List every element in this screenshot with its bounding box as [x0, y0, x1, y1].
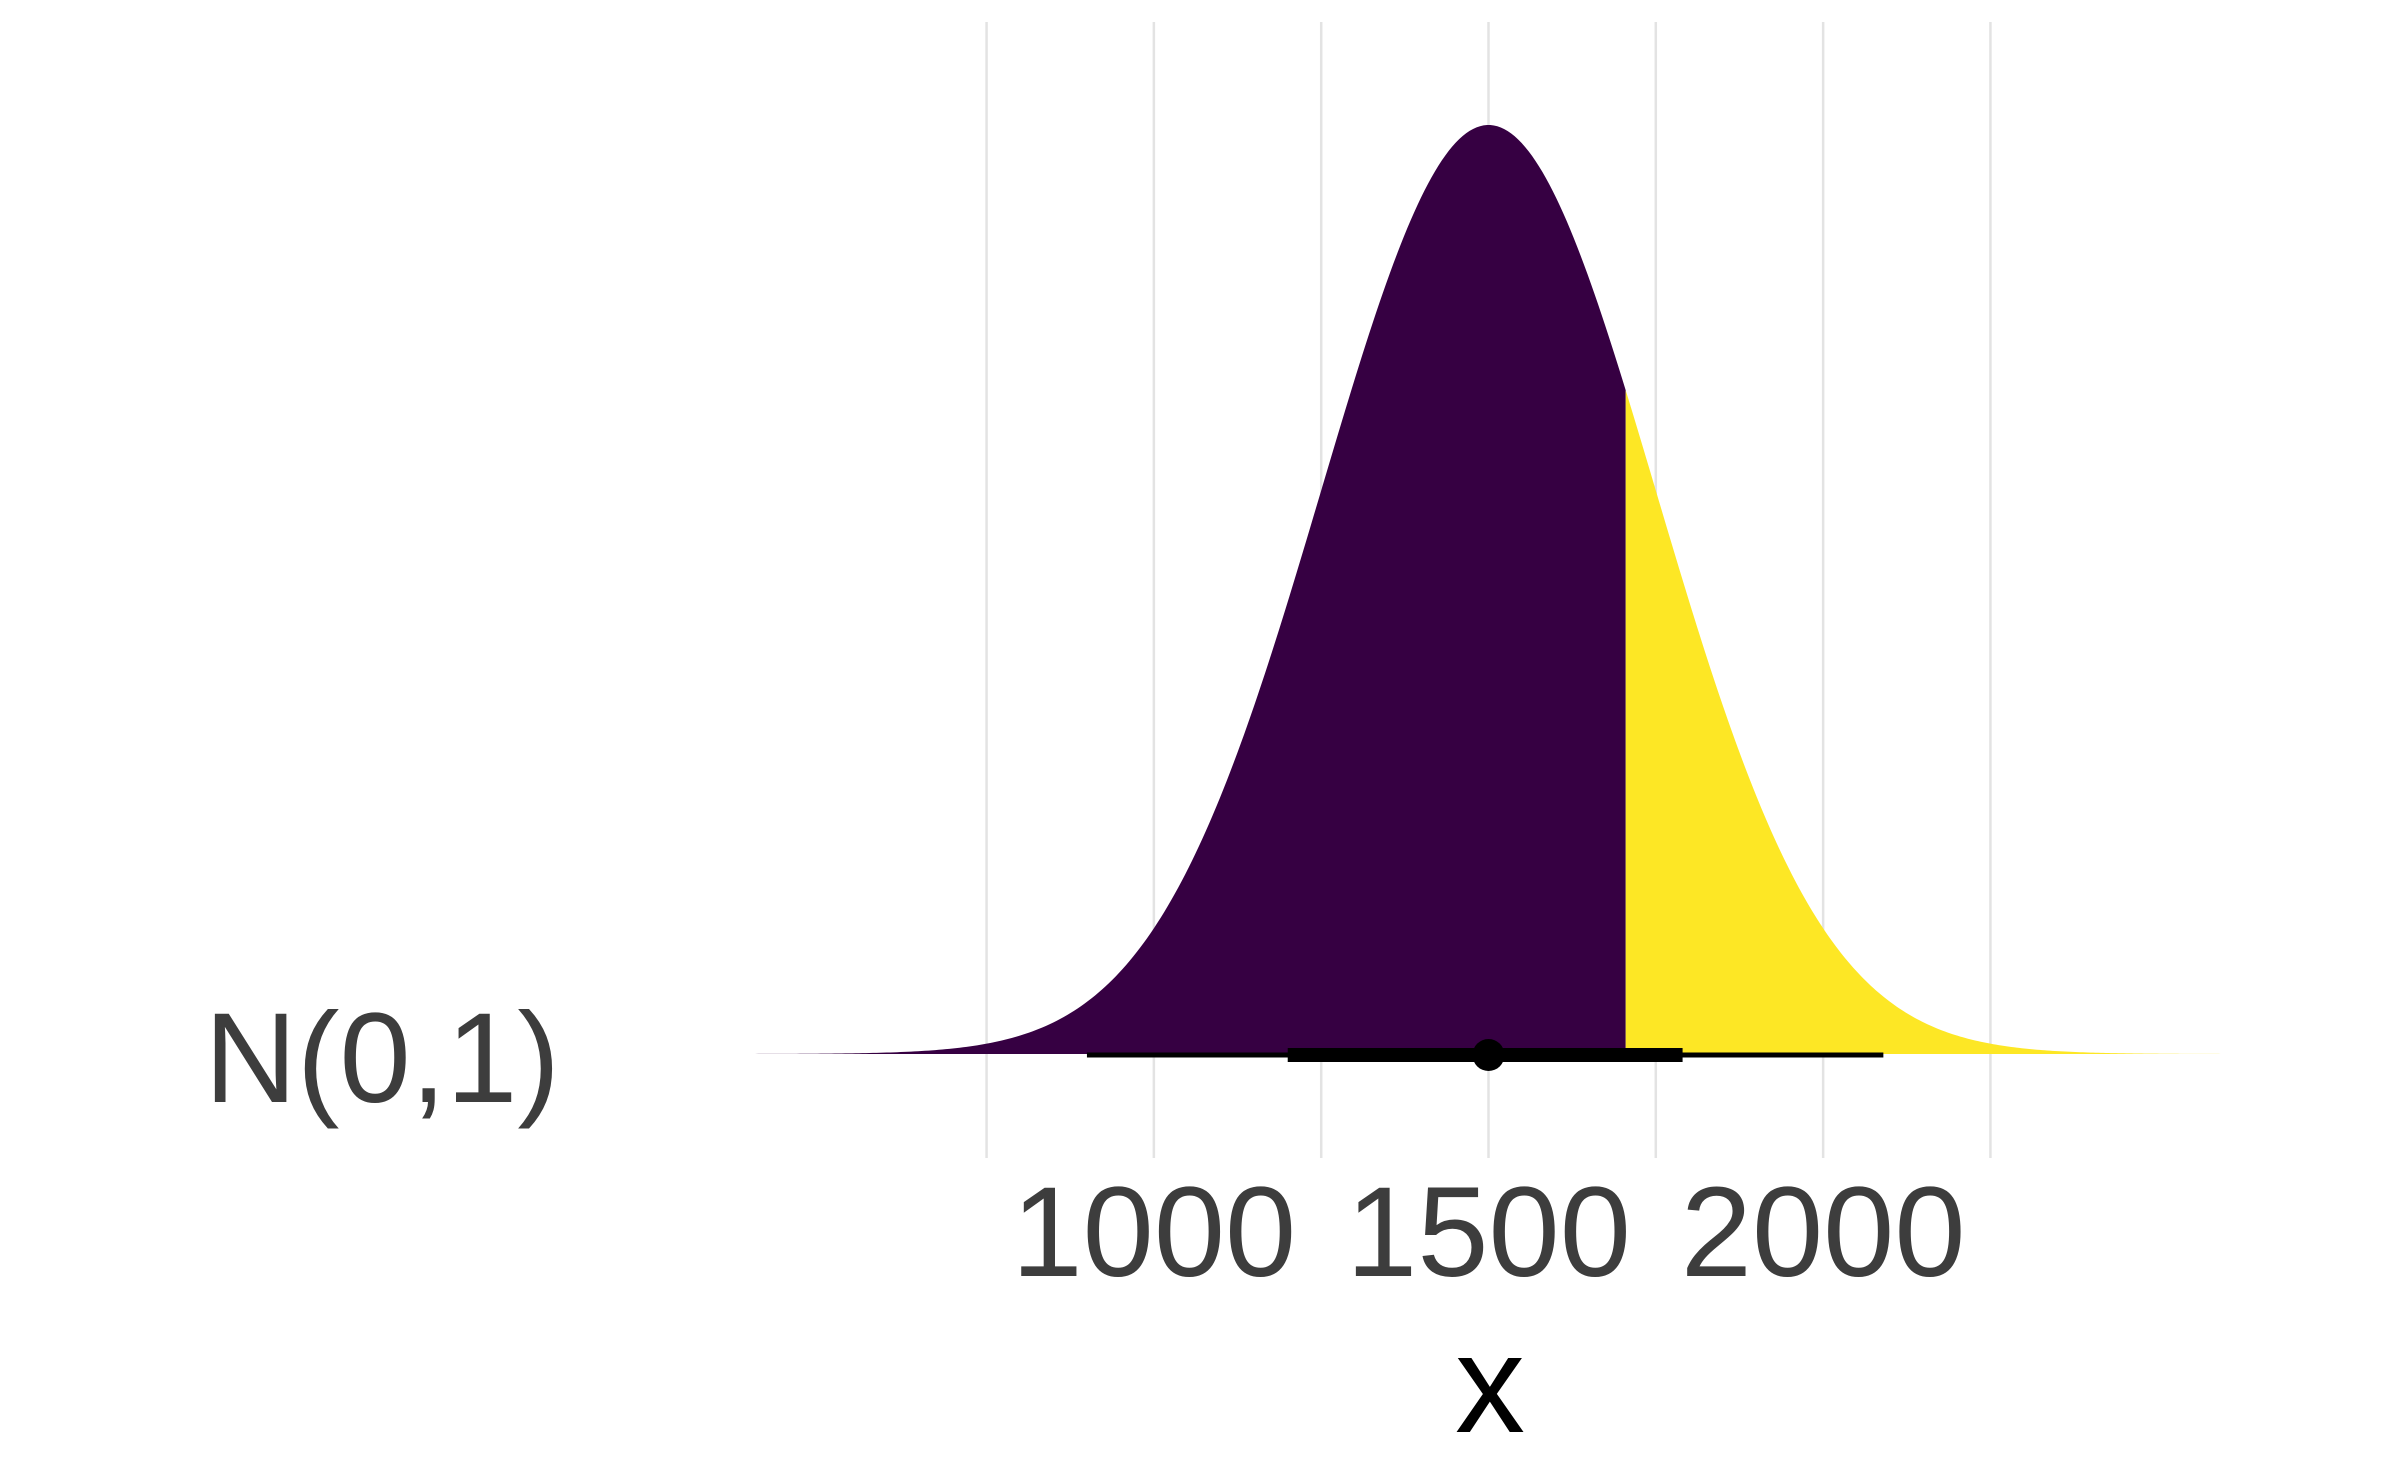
x-tick-label-2000: 2000: [1681, 1161, 1966, 1304]
y-tick-label-category: N(0,1): [204, 987, 560, 1130]
x-tick-label-1000: 1000: [1011, 1161, 1296, 1304]
density-areas: [585, 125, 2392, 1055]
density-area-upper: [1625, 390, 2392, 1054]
x-tick-label-1500: 1500: [1346, 1161, 1631, 1304]
interval-point: [1472, 1039, 1505, 1071]
x-axis-ticks: 1000 1500 2000: [1011, 1161, 1965, 1304]
density-area-lower: [585, 125, 1626, 1055]
x-axis-title: x: [1455, 1305, 1525, 1462]
point-interval: [1086, 1039, 1884, 1071]
